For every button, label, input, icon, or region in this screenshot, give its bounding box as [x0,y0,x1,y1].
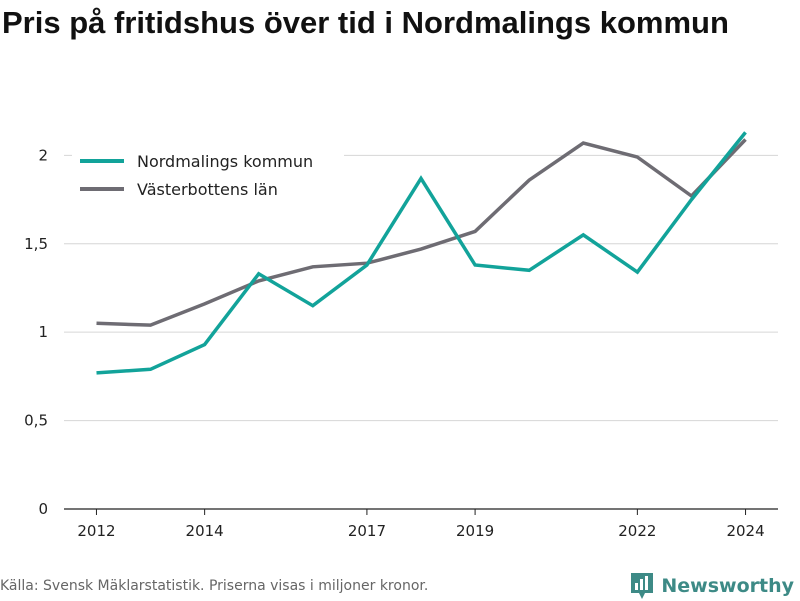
y-axis-ticks: 0 0,5 1 1,5 2 [24,146,48,518]
x-tick-label: 2012 [77,522,115,540]
chart-title: Pris på fritidshus över tid i Nordmaling… [2,5,729,40]
x-tick-label: 2017 [348,522,386,540]
legend-entry: Nordmalings kommun [137,152,313,171]
legend-entry: Västerbottens län [137,180,278,199]
x-tick-label: 2024 [726,522,764,540]
x-tick-label: 2019 [456,522,494,540]
x-axis-ticks: 2012 2014 2017 2019 2022 2024 [77,509,765,540]
brand-logo: Newsworthy [629,571,794,601]
y-tick-label: 0 [38,500,48,518]
grid-lines [64,154,778,510]
legend: Nordmalings kommun Västerbottens län [72,148,344,204]
y-tick-label: 1,5 [24,235,48,253]
brand-name: Newsworthy [661,575,794,597]
y-tick-label: 2 [38,146,48,164]
x-tick-label: 2014 [186,522,224,540]
series-line-nordmalings-kommun [96,131,747,375]
series-line-vasterbottens-lan [96,138,747,327]
source-note: Källa: Svensk Mäklarstatistik. Priserna … [0,578,429,594]
x-tick-label: 2022 [618,522,656,540]
bar-chart-pin-icon [631,573,654,599]
series-lines [96,131,747,375]
y-tick-label: 1 [38,323,48,341]
y-tick-label: 0,5 [24,412,48,430]
legend-background [72,148,344,204]
